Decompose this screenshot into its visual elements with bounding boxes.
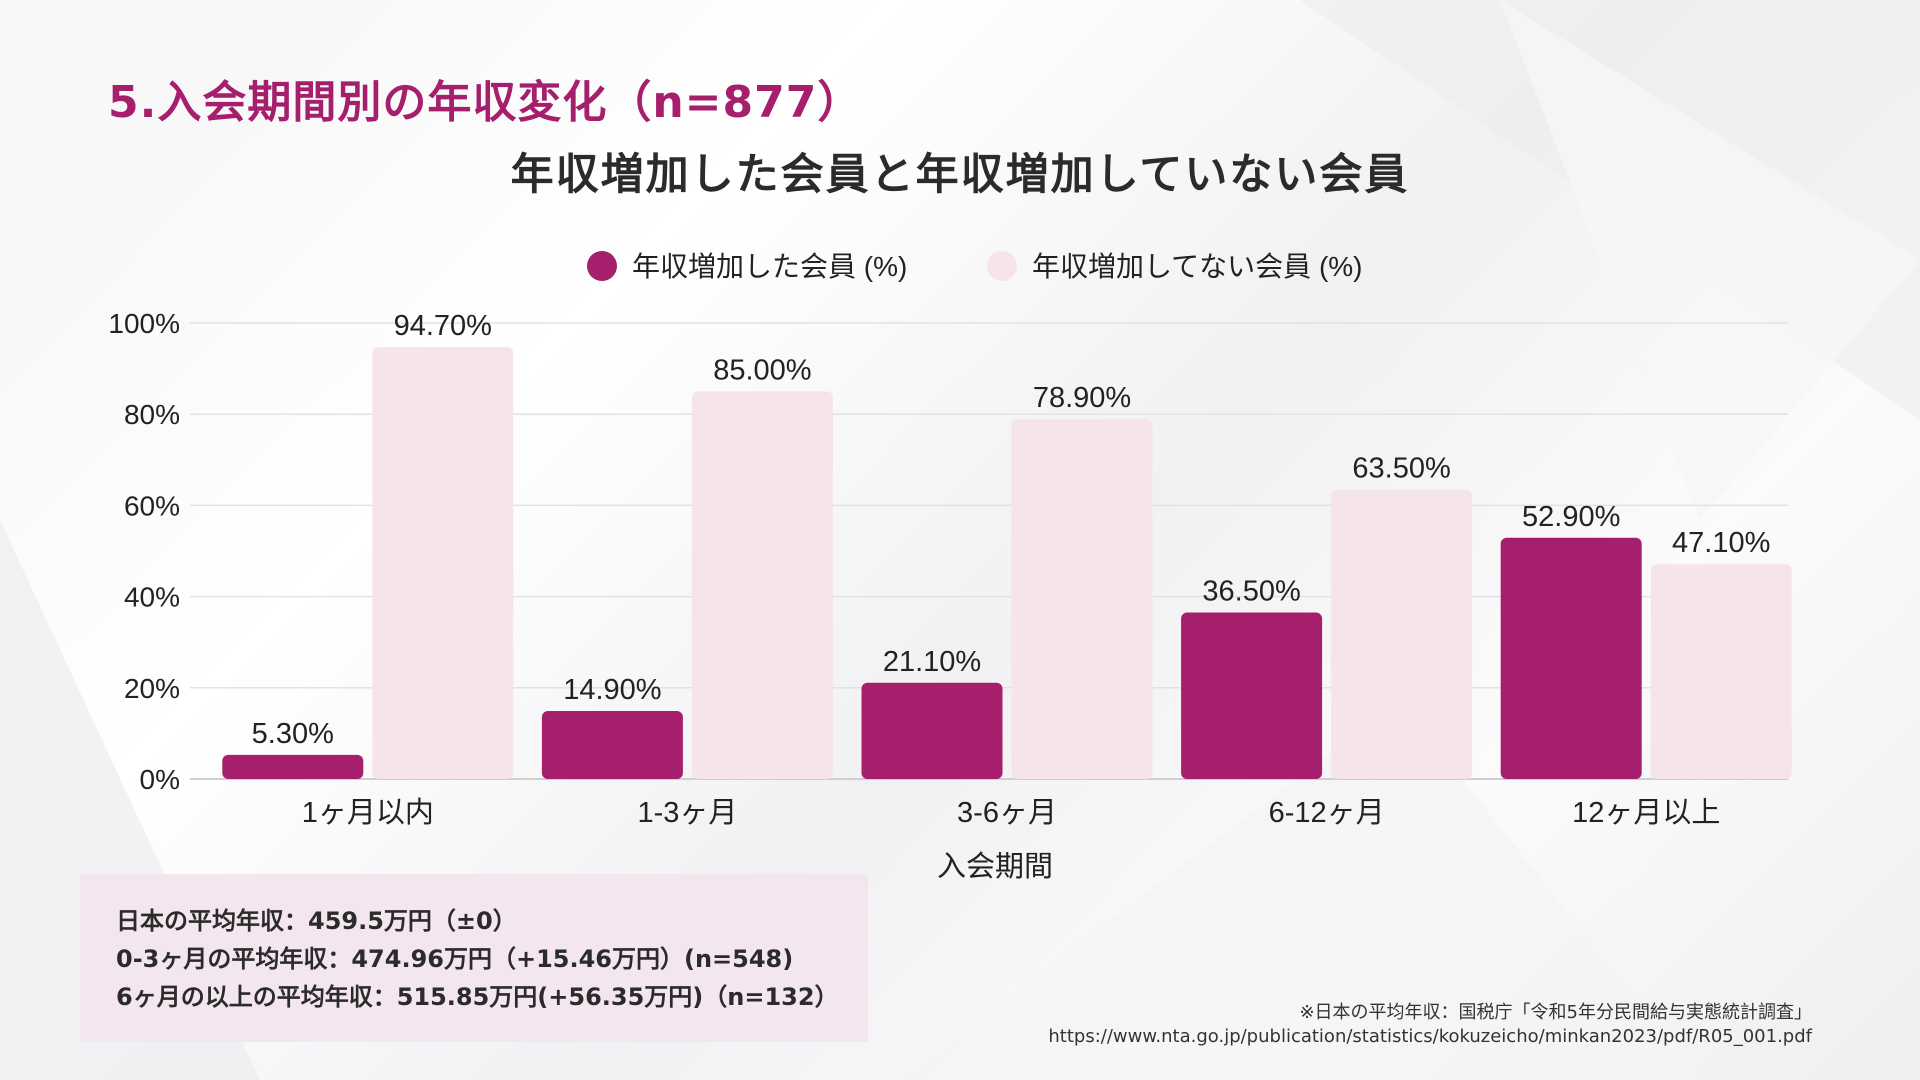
info-line-0-3-months: 0-3ヶ月の平均年収：474.96万円（+15.46万円）(n=548) xyxy=(116,945,794,973)
legend-label: 年収増加した会員 (%) xyxy=(632,251,907,282)
data-label: 14.90% xyxy=(563,674,661,706)
chart-title: 年収増加した会員と年収増加していない会員 xyxy=(510,150,1410,200)
bar-not-increased xyxy=(1650,564,1792,779)
y-tick-label: 20% xyxy=(124,673,180,704)
x-tick-label: 1-3ヶ月 xyxy=(637,797,737,829)
source-url[interactable]: https://www.nta.go.jp/publication/statis… xyxy=(1048,1026,1812,1047)
page-heading: 5.入会期間別の年収変化（n=877） xyxy=(108,77,863,128)
x-tick-label: 6-12ヶ月 xyxy=(1269,797,1385,829)
info-line-japan-average: 日本の平均年収：459.5万円（±0） xyxy=(116,907,517,935)
bar-not-increased xyxy=(1011,419,1153,779)
bar-increased xyxy=(222,754,364,779)
legend-label: 年収増加してない会員 (%) xyxy=(1032,251,1363,282)
bar-not-increased xyxy=(691,391,833,779)
info-line-6-months-plus: 6ヶ月の以上の平均年収：515.85万円(+56.35万円)（n=132） xyxy=(116,983,839,1011)
bar-increased xyxy=(1500,537,1642,779)
data-label: 85.00% xyxy=(713,354,811,386)
data-label: 78.90% xyxy=(1033,382,1131,414)
y-tick-label: 60% xyxy=(124,490,180,521)
x-tick-label: 1ヶ月以内 xyxy=(302,796,434,829)
salary-info-box: 日本の平均年収：459.5万円（±0） 0-3ヶ月の平均年収：474.96万円（… xyxy=(80,874,868,1042)
data-label: 21.10% xyxy=(883,646,981,678)
data-label: 47.10% xyxy=(1672,527,1770,559)
x-axis-title: 入会期間 xyxy=(937,850,1053,883)
y-tick-label: 0% xyxy=(140,764,180,795)
data-label: 63.50% xyxy=(1352,452,1450,484)
bar-not-increased xyxy=(372,347,514,779)
bar-increased xyxy=(861,682,1003,779)
x-tick-label: 3-6ヶ月 xyxy=(957,797,1057,829)
data-label: 94.70% xyxy=(394,310,492,342)
y-tick-label: 40% xyxy=(124,582,180,613)
source-note: ※日本の平均年収：国税庁「令和5年分民間給与実態統計調査」 xyxy=(1299,1002,1812,1023)
bar-not-increased xyxy=(1331,489,1473,779)
y-tick-label: 100% xyxy=(108,308,180,339)
bar-increased xyxy=(541,711,683,779)
x-tick-label: 12ヶ月以上 xyxy=(1572,797,1720,829)
bar-increased xyxy=(1181,612,1323,779)
legend-swatch xyxy=(987,251,1017,281)
data-label: 52.90% xyxy=(1522,501,1620,533)
legend-swatch xyxy=(587,251,617,281)
data-label: 5.30% xyxy=(252,718,334,750)
y-tick-label: 80% xyxy=(124,399,180,430)
data-label: 36.50% xyxy=(1202,576,1300,608)
